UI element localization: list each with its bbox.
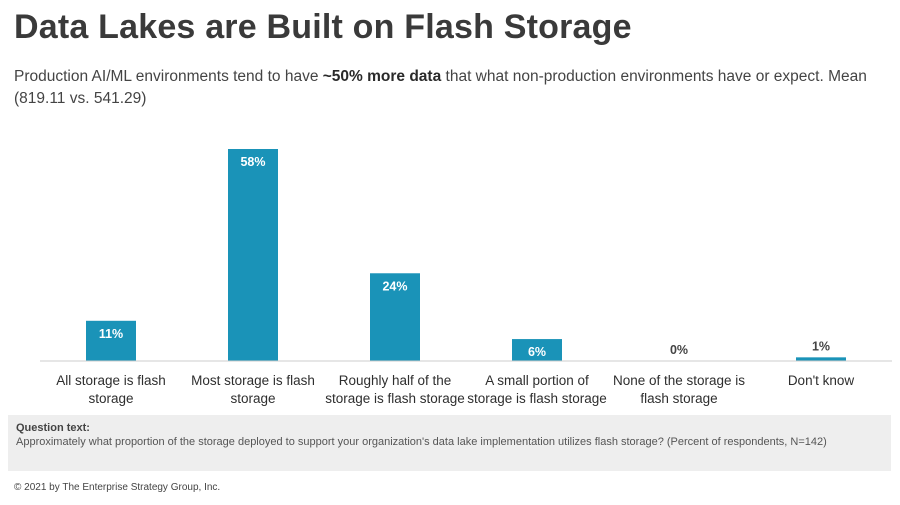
subtitle-text-before: Production AI/ML environments tend to ha… bbox=[14, 68, 323, 85]
category-label-line: A small portion of bbox=[485, 373, 589, 388]
category-label: A small portion of storage is flash stora… bbox=[467, 373, 607, 406]
subtitle-text-after: that what non-production environments ha… bbox=[14, 68, 867, 107]
question-body: Approximately what proportion of the sto… bbox=[16, 436, 827, 448]
chart-title: Data Lakes are Built on Flash Storage bbox=[14, 8, 632, 46]
category-label-line: Roughly half of the bbox=[339, 373, 452, 388]
category-label: None of the storage is flash storage bbox=[613, 373, 745, 406]
bars-group: 11% 58% 24% 6% 0% 1% bbox=[86, 149, 846, 361]
bar-value-label: 0% bbox=[670, 343, 688, 357]
bar bbox=[228, 149, 278, 361]
category-label: Roughly half of the storage is flash stor… bbox=[325, 373, 465, 406]
category-label-line: All storage is flash bbox=[56, 373, 166, 388]
bar bbox=[512, 339, 562, 361]
category-label: Most storage is flash storage bbox=[191, 373, 315, 406]
question-box: Question text: Approximately what propor… bbox=[8, 415, 891, 471]
chart-subtitle: Production AI/ML environments tend to ha… bbox=[14, 66, 884, 110]
bar-value-label: 58% bbox=[240, 155, 265, 169]
bar-value-label: 24% bbox=[382, 279, 407, 293]
subtitle-emphasis: ~50% more data bbox=[322, 68, 442, 85]
bar-value-label: 11% bbox=[99, 327, 123, 341]
bar-value-label: 1% bbox=[812, 339, 830, 353]
category-label-line: storage is flash storage bbox=[325, 391, 465, 406]
category-label: Don't know bbox=[788, 373, 855, 388]
bar bbox=[796, 357, 846, 361]
category-label-line: Don't know bbox=[788, 373, 855, 388]
category-label: All storage is flash storage bbox=[56, 373, 166, 406]
bar bbox=[370, 273, 420, 361]
category-label-line: Most storage is flash bbox=[191, 373, 315, 388]
category-label-line: storage is flash storage bbox=[467, 391, 607, 406]
category-label-line: None of the storage is bbox=[613, 373, 745, 388]
category-label-line: flash storage bbox=[640, 391, 717, 406]
copyright-footer: © 2021 by The Enterprise Strategy Group,… bbox=[14, 482, 221, 493]
category-label-line: storage bbox=[230, 391, 275, 406]
bar bbox=[86, 320, 136, 361]
question-heading: Question text: bbox=[16, 422, 90, 434]
category-label-line: storage bbox=[88, 391, 133, 406]
bar-value-label: 6% bbox=[528, 345, 546, 359]
bar-chart: 11% 58% 24% 6% 0% 1% All storage is flash stor… bbox=[40, 149, 892, 406]
